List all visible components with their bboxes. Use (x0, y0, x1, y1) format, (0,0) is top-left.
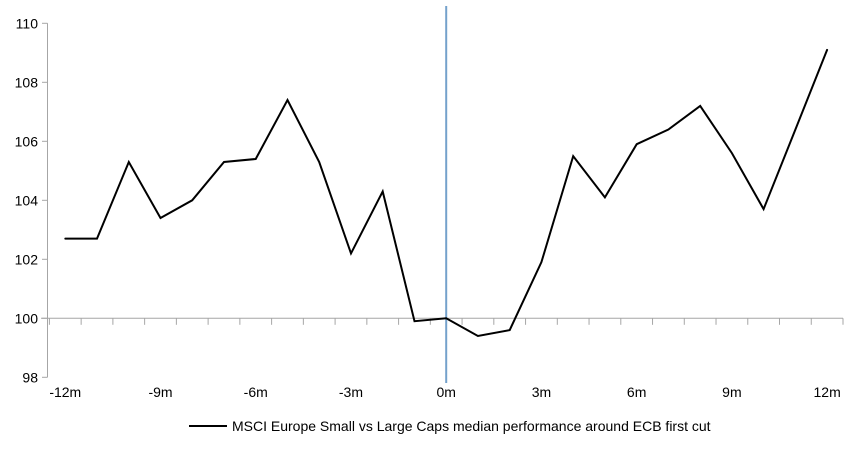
legend: MSCI Europe Small vs Large Caps median p… (189, 418, 711, 434)
y-axis-ticks (42, 22, 48, 378)
y-axis-tick-label: 106 (15, 133, 39, 149)
x-axis-tick-label: -9m (148, 384, 172, 400)
y-axis-tick-label: 108 (15, 74, 39, 90)
x-axis-tick-label: -12m (49, 384, 81, 400)
y-axis-labels: 98 100 102 104 106 108 110 (15, 15, 39, 385)
x-axis-ticks (48, 318, 844, 325)
x-axis-tick-label: -3m (339, 384, 363, 400)
y-axis-tick-label: 102 (15, 251, 39, 267)
series-line (64, 48, 829, 338)
legend-label: MSCI Europe Small vs Large Caps median p… (232, 418, 711, 434)
x-axis-tick-label: -6m (244, 384, 268, 400)
y-axis-tick-label: 110 (16, 15, 39, 31)
x-axis-labels: -12m -9m -6m -3m 0m 3m 6m 9m 12m (49, 384, 840, 400)
y-axis-tick-label: 100 (15, 310, 39, 326)
y-axis-tick-label: 98 (22, 369, 38, 385)
x-axis-tick-label: 6m (627, 384, 646, 400)
x-axis-tick-label: 12m (814, 384, 841, 400)
legend-line-swatch (189, 425, 227, 427)
x-axis-tick-label: 9m (722, 384, 741, 400)
y-axis-tick-label: 104 (15, 192, 39, 208)
x-axis-tick-label: 0m (436, 384, 455, 400)
x-axis-tick-label: 3m (532, 384, 551, 400)
